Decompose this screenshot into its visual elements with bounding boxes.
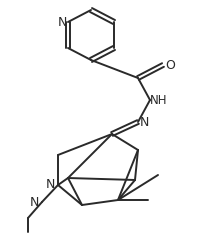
Text: O: O <box>165 59 175 71</box>
Text: N: N <box>139 116 149 128</box>
Text: N: N <box>45 179 55 191</box>
Text: NH: NH <box>150 94 168 107</box>
Text: N: N <box>57 15 67 28</box>
Text: N: N <box>29 195 39 208</box>
